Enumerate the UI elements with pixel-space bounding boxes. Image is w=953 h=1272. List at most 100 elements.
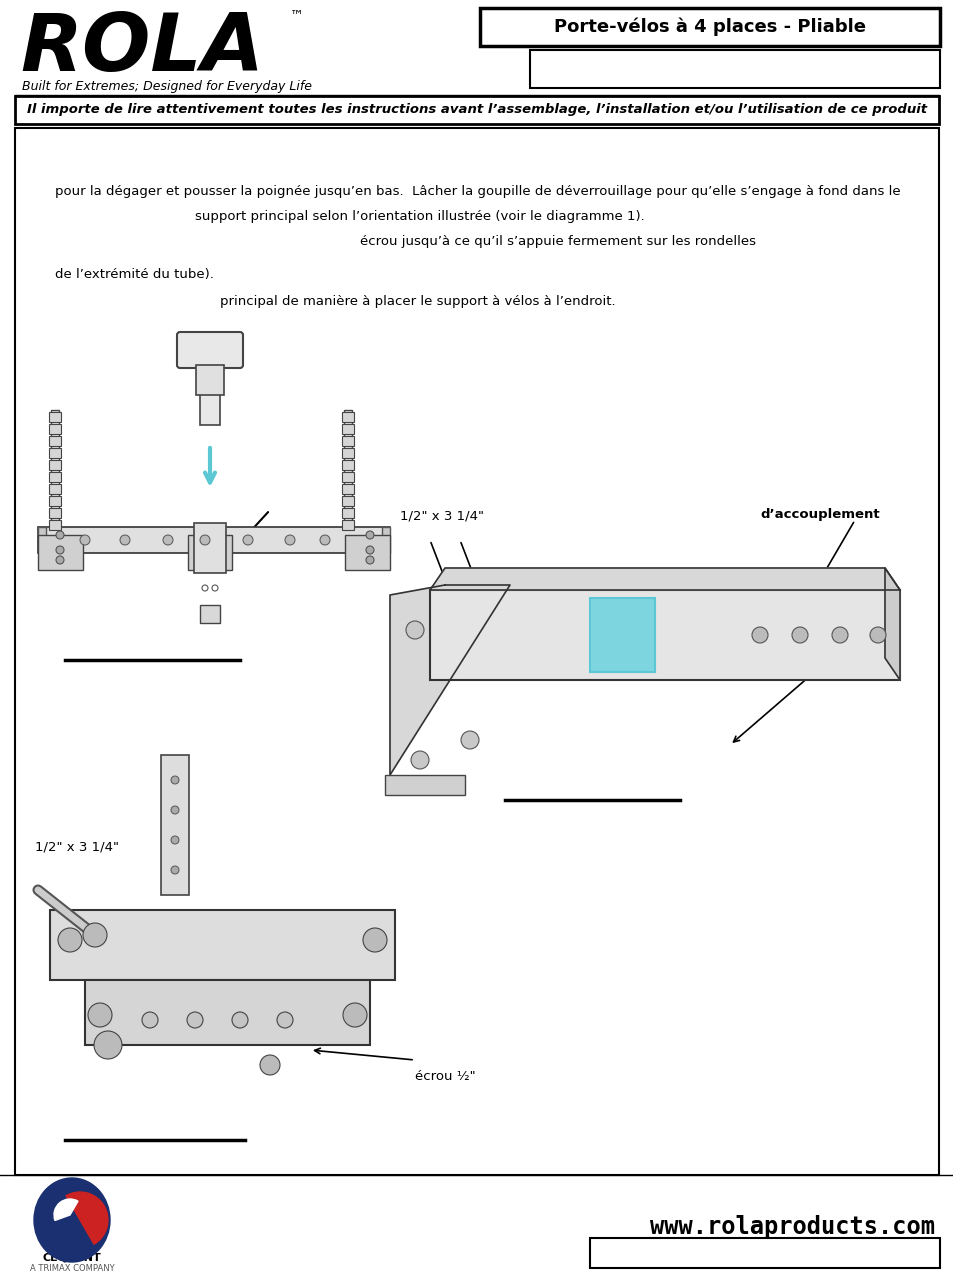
Text: support principal selon l’orientation illustrée (voir le diagramme 1).: support principal selon l’orientation il… — [194, 210, 644, 223]
Circle shape — [56, 530, 64, 539]
Circle shape — [460, 731, 478, 749]
Circle shape — [831, 627, 847, 644]
Bar — [341, 472, 354, 482]
Circle shape — [363, 929, 387, 951]
Bar — [50, 909, 395, 979]
Bar — [345, 536, 390, 570]
Bar — [341, 424, 354, 434]
Text: www.rolaproducts.com: www.rolaproducts.com — [649, 1215, 934, 1239]
Text: CEQUENT: CEQUENT — [43, 1252, 101, 1262]
Circle shape — [366, 546, 374, 555]
Wedge shape — [54, 1199, 78, 1220]
Text: 1/2" x 3 1/4": 1/2" x 3 1/4" — [399, 510, 483, 523]
Bar — [385, 775, 464, 795]
Bar — [381, 527, 390, 553]
Text: Built for Extremes; Designed for Everyday Life: Built for Extremes; Designed for Everyda… — [22, 80, 312, 93]
Text: Porte-vélos à 4 places - Pliable: Porte-vélos à 4 places - Pliable — [554, 18, 865, 36]
Bar — [530, 50, 939, 88]
Text: écrou ½": écrou ½" — [834, 640, 895, 653]
Circle shape — [171, 806, 179, 814]
Bar — [479, 8, 939, 46]
Text: écrou jusqu’à ce qu’il s’appuie fermement sur les rondelles: écrou jusqu’à ce qu’il s’appuie fermemen… — [359, 235, 755, 248]
Circle shape — [285, 536, 294, 544]
Bar — [15, 128, 938, 1175]
Polygon shape — [430, 569, 899, 590]
Text: ROLA: ROLA — [20, 10, 264, 88]
Circle shape — [200, 536, 210, 544]
Bar — [49, 460, 61, 469]
Circle shape — [202, 585, 208, 591]
Circle shape — [243, 536, 253, 544]
Text: ™: ™ — [290, 8, 304, 22]
Bar — [200, 350, 220, 425]
Bar — [49, 520, 61, 530]
Bar — [200, 605, 220, 623]
Text: d’accouplement: d’accouplement — [760, 508, 879, 522]
Circle shape — [80, 536, 90, 544]
Bar — [344, 410, 352, 527]
Circle shape — [406, 621, 423, 639]
Text: 1/2" x 3 1/4": 1/2" x 3 1/4" — [35, 840, 119, 854]
Bar — [49, 485, 61, 494]
Text: pour la dégager et pousser la poignée jusqu’en bas.  Lâcher la goupille de déver: pour la dégager et pousser la poignée ju… — [55, 184, 900, 198]
Bar — [49, 508, 61, 518]
Bar — [49, 412, 61, 422]
Bar — [341, 520, 354, 530]
Text: A TRIMAX COMPANY: A TRIMAX COMPANY — [30, 1264, 114, 1272]
Circle shape — [171, 776, 179, 784]
Circle shape — [212, 585, 218, 591]
Polygon shape — [390, 585, 510, 775]
Bar — [341, 508, 354, 518]
Circle shape — [260, 1054, 280, 1075]
Bar — [341, 436, 354, 446]
Circle shape — [56, 546, 64, 555]
Text: principal de manière à placer le support à vélos à l’endroit.: principal de manière à placer le support… — [220, 295, 615, 308]
Circle shape — [171, 836, 179, 845]
Bar — [49, 472, 61, 482]
Bar — [85, 979, 370, 1046]
Bar — [341, 460, 354, 469]
Bar — [341, 412, 354, 422]
Circle shape — [83, 923, 107, 946]
Bar — [49, 448, 61, 458]
Ellipse shape — [34, 1178, 110, 1262]
Bar — [341, 485, 354, 494]
Circle shape — [120, 536, 130, 544]
Text: Il importe de lire attentivement toutes les instructions avant l’assemblage, l’i: Il importe de lire attentivement toutes … — [27, 103, 926, 117]
Bar — [589, 1238, 939, 1268]
Wedge shape — [66, 1192, 108, 1244]
Bar — [49, 436, 61, 446]
Text: écrou ½": écrou ½" — [415, 1070, 476, 1082]
Polygon shape — [884, 569, 899, 681]
Bar — [51, 410, 59, 527]
Bar — [49, 424, 61, 434]
Circle shape — [319, 536, 330, 544]
Bar — [161, 756, 189, 895]
Bar — [49, 496, 61, 506]
Circle shape — [232, 1013, 248, 1028]
Bar — [341, 448, 354, 458]
Circle shape — [366, 530, 374, 539]
Bar — [589, 598, 655, 672]
Bar — [341, 496, 354, 506]
FancyBboxPatch shape — [177, 332, 243, 368]
Circle shape — [58, 929, 82, 951]
Bar — [38, 527, 390, 553]
Circle shape — [869, 627, 885, 644]
Circle shape — [411, 750, 429, 770]
Bar — [15, 95, 938, 123]
Bar — [430, 590, 899, 681]
Circle shape — [171, 866, 179, 874]
Bar — [38, 536, 83, 570]
Circle shape — [343, 1004, 367, 1027]
Bar — [38, 527, 46, 553]
Circle shape — [88, 1004, 112, 1027]
Circle shape — [142, 1013, 158, 1028]
Circle shape — [94, 1032, 122, 1060]
Circle shape — [366, 556, 374, 563]
Bar — [195, 365, 224, 396]
Circle shape — [187, 1013, 203, 1028]
Circle shape — [791, 627, 807, 644]
Circle shape — [56, 556, 64, 563]
Text: de l’extrémité du tube).: de l’extrémité du tube). — [55, 268, 213, 281]
